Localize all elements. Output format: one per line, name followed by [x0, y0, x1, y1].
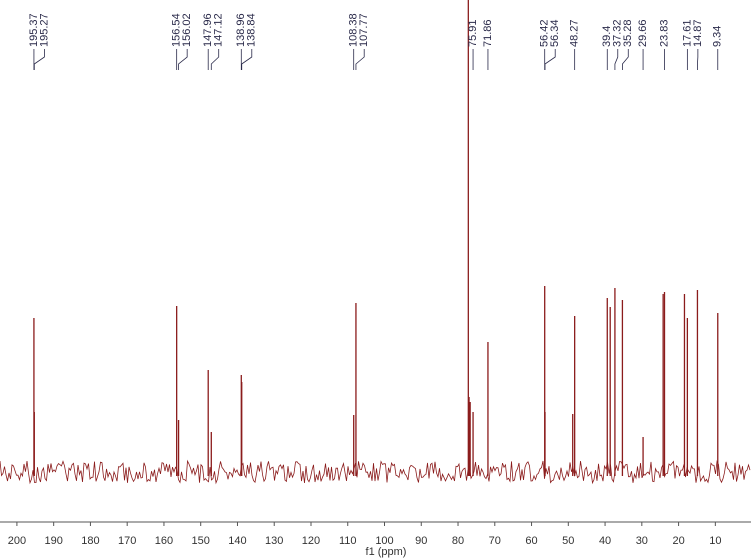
peak-label: 56.34 — [549, 19, 561, 47]
label-connector — [544, 49, 556, 70]
peak-label: 71.86 — [482, 19, 494, 47]
peak-label: 156.54 — [171, 13, 183, 47]
peak-label: 35.28 — [622, 19, 634, 47]
x-tick-label: 110 — [339, 535, 357, 547]
peak-label: 48.27 — [569, 19, 581, 47]
x-tick-label: 90 — [415, 535, 427, 547]
peak-label: 138.84 — [246, 13, 258, 47]
peak-label: 14.87 — [692, 19, 704, 47]
x-tick-label: 190 — [44, 535, 62, 547]
x-tick-label: 40 — [599, 535, 611, 547]
peak-label: 29.66 — [637, 19, 649, 47]
peak-label: 108.38 — [348, 13, 360, 47]
peak-label: 107.77 — [358, 13, 370, 47]
peak-label: 138.96 — [235, 13, 247, 47]
peak-label: 56.42 — [539, 19, 551, 47]
x-tick-label: 130 — [265, 535, 283, 547]
x-tick-label: 80 — [452, 535, 464, 547]
x-tick-label: 20 — [672, 535, 684, 547]
peak-label: 23.83 — [658, 19, 670, 47]
x-tick-label: 180 — [81, 535, 99, 547]
x-tick-label: 30 — [636, 535, 648, 547]
label-connector — [241, 49, 253, 70]
x-tick-label: 120 — [302, 535, 320, 547]
label-connector — [178, 49, 188, 70]
peak-label: 147.96 — [202, 13, 214, 47]
peak-label: 75.91 — [467, 19, 479, 47]
peak-label: 147.12 — [213, 13, 225, 47]
peak-label: 195.37 — [28, 13, 40, 47]
x-tick-label: 60 — [525, 535, 537, 547]
x-tick-label: 10 — [709, 535, 721, 547]
x-tick-label: 160 — [155, 535, 173, 547]
x-tick-label: 200 — [8, 535, 26, 547]
peak-label: 195.27 — [38, 13, 50, 47]
x-tick-label: 50 — [562, 535, 574, 547]
x-tick-label: 170 — [118, 535, 136, 547]
label-connector — [614, 49, 619, 70]
x-tick-label: 70 — [489, 535, 501, 547]
x-tick-label: 150 — [192, 535, 210, 547]
label-connector — [622, 49, 629, 70]
peak-label: 156.02 — [181, 13, 193, 47]
x-tick-label: 140 — [228, 535, 246, 547]
x-axis-label: f1 (ppm) — [366, 546, 407, 558]
label-connector — [33, 49, 45, 70]
label-connector — [210, 49, 220, 70]
peak-label: 39.4 — [601, 26, 613, 47]
peak-label: 17.61 — [681, 19, 693, 47]
x-tick-label: 100 — [375, 535, 393, 547]
baseline-noise — [0, 459, 751, 485]
peak-label: 9.34 — [712, 26, 724, 47]
label-connector — [355, 49, 365, 70]
plot-area — [0, 0, 751, 485]
peak-label: 37.32 — [612, 19, 624, 47]
